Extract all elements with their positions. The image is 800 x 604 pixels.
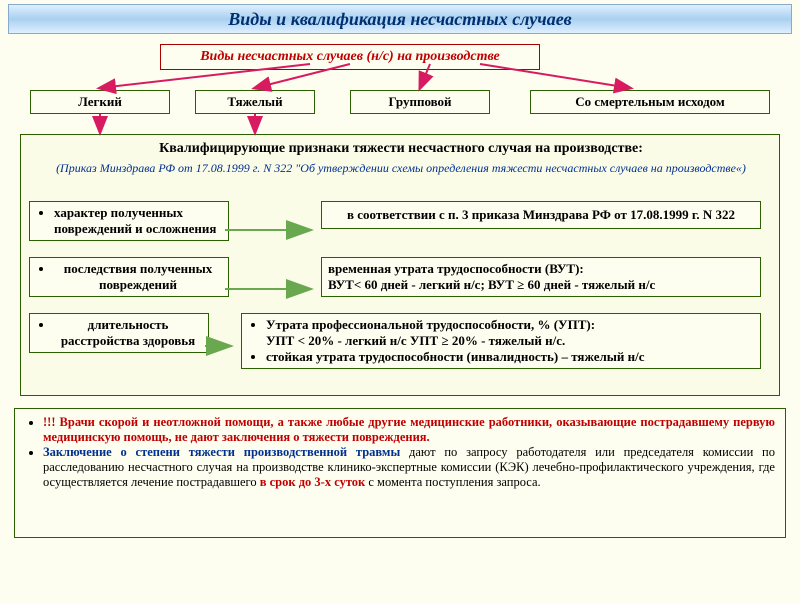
note-p2-a: Заключение о степени тяжести производств… — [43, 445, 400, 459]
ref-3: Утрата профессиональной трудоспособности… — [241, 313, 761, 369]
note-p2-c: в срок до 3-х суток — [260, 475, 366, 489]
qual-title: Квалифицирующие признаки тяжести несчаст… — [21, 141, 781, 157]
ref-2-line2: ВУТ< 60 дней - легкий н/с; ВУТ ≥ 60 дней… — [328, 277, 754, 293]
crit-1-text: характер полученных повреждений и осложн… — [54, 205, 222, 237]
note-p2: Заключение о степени тяжести производств… — [43, 445, 775, 490]
qualification-frame: Квалифицирующие признаки тяжести несчаст… — [20, 134, 780, 396]
subtitle-bar: Виды несчастных случаев (н/с) на произво… — [160, 44, 540, 70]
ref-3-c: стойкая утрата трудоспособности (инвалид… — [266, 349, 754, 365]
note-p1-text: !!! Врачи скорой и неотложной помощи, а … — [43, 415, 775, 444]
ref-1: в соответствии с п. 3 приказа Минздрава … — [321, 201, 761, 229]
crit-2: последствия полученных повреждений — [29, 257, 229, 297]
crit-3: длительность расстройства здоровья — [29, 313, 209, 353]
crit-3-text: длительность расстройства здоровья — [54, 317, 202, 349]
note-frame: !!! Врачи скорой и неотложной помощи, а … — [14, 408, 786, 538]
type-heavy: Тяжелый — [195, 90, 315, 114]
ref-3-line1: Утрата профессиональной трудоспособности… — [266, 317, 754, 349]
page-title: Виды и квалификация несчастных случаев — [8, 4, 792, 34]
ref-2: временная утрата трудоспособности (ВУТ):… — [321, 257, 761, 297]
type-group: Групповой — [350, 90, 490, 114]
type-fatal: Со смертельным исходом — [530, 90, 770, 114]
qual-subtitle: (Приказ Минздрава РФ от 17.08.1999 г. N … — [31, 161, 771, 176]
crit-1: характер полученных повреждений и осложн… — [29, 201, 229, 241]
ref-3-a: Утрата профессиональной трудоспособности… — [266, 317, 595, 332]
ref-2-line1: временная утрата трудоспособности (ВУТ): — [328, 261, 754, 277]
type-light: Легкий — [30, 90, 170, 114]
note-p2-d: с момента поступления запроса. — [365, 475, 540, 489]
note-p1: !!! Врачи скорой и неотложной помощи, а … — [43, 415, 775, 445]
ref-3-b: УПТ < 20% - легкий н/с УПТ ≥ 20% - тяжел… — [266, 333, 565, 348]
crit-2-text: последствия полученных повреждений — [54, 261, 222, 293]
